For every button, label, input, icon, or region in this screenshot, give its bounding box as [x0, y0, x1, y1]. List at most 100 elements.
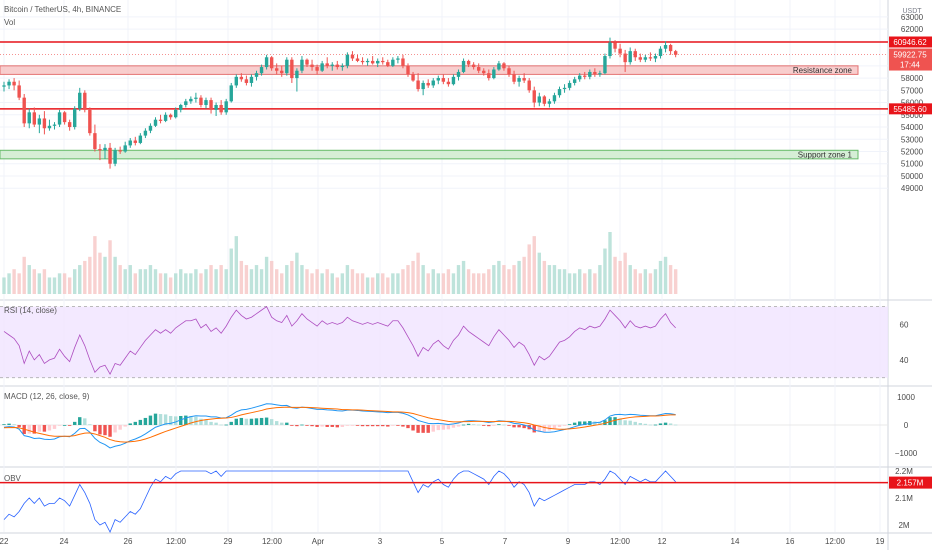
candle-13	[67, 119, 72, 131]
volume-bar-16	[83, 260, 87, 294]
candle-47	[239, 73, 244, 82]
macd-hist-bar-12	[62, 425, 67, 426]
macd-hist-bar-65	[330, 425, 334, 427]
macd-hist-bar-60	[305, 425, 309, 426]
candle-body-68	[345, 54, 350, 66]
rsi-legend[interactable]: RSI (14, close)	[4, 306, 57, 315]
candle-50	[254, 70, 259, 81]
candle-35	[179, 103, 183, 113]
candle-107	[542, 95, 547, 107]
candle-56	[285, 57, 289, 76]
volume-bar-52	[264, 256, 269, 294]
candle-body-124	[628, 51, 632, 63]
candle-body-28	[143, 130, 148, 136]
price-tick-52000: 52000	[901, 148, 924, 157]
macd-hist-bar-92	[466, 423, 471, 425]
candle-42	[214, 102, 218, 117]
volume-bar-120	[608, 232, 612, 294]
candle-body-71	[360, 60, 365, 63]
volume-bar-21	[108, 240, 112, 294]
zones[interactable]: Resistance zone Support zone 1	[0, 65, 859, 160]
obv-pane: 2.2M 2.1M 2M	[0, 467, 913, 533]
support-zone-label: Support zone 1	[798, 151, 853, 160]
candle-body-46	[234, 76, 238, 86]
support-zone[interactable]	[0, 149, 859, 160]
candle-body-94	[477, 67, 481, 71]
macd-hist-bar-103	[522, 425, 526, 429]
candle-body-54	[275, 68, 279, 71]
candle-114	[578, 73, 582, 82]
macd-hist-bar-86	[436, 425, 440, 431]
macd-hist-bar-98	[497, 424, 501, 426]
candle-82	[416, 73, 420, 92]
symbol-title[interactable]: Bitcoin / TetherUS, 4h, BINANCE	[4, 5, 121, 14]
candle-body-123	[623, 53, 627, 63]
macd-hist-bar-99	[502, 424, 506, 426]
volume-bar-107	[542, 260, 547, 294]
macd-signal-line	[3, 406, 676, 443]
volume-bar-131	[663, 256, 668, 294]
volume-bar-116	[588, 269, 592, 294]
macd-hist-bar-45	[229, 421, 233, 425]
currency-label: USDT	[902, 8, 922, 15]
macd-legend[interactable]: MACD (12, 26, close, 9)	[4, 392, 90, 401]
macd-hist-bar-36	[184, 415, 188, 425]
resistance-zone[interactable]	[0, 65, 859, 75]
candle-37	[189, 96, 193, 104]
volume-bar-2	[12, 269, 16, 294]
candle-body-88	[446, 81, 451, 85]
macd-pane: 1000 0 −1000	[0, 393, 918, 458]
volume-bar-86	[436, 273, 440, 294]
support-price-tag-text: 55485.60	[893, 105, 927, 114]
candle-76	[386, 59, 390, 68]
candle-9	[47, 119, 52, 131]
volume-bar-11	[57, 273, 62, 294]
volume-bar-77	[391, 273, 395, 294]
time-tick-15: 12:00	[825, 537, 846, 546]
horizontal-lines[interactable]	[0, 41, 888, 110]
candle-body-38	[194, 97, 198, 99]
candle-body-81	[411, 74, 415, 81]
candle-body-67	[340, 65, 345, 68]
volume-bar-124	[628, 265, 632, 294]
macd-hist-bar-74	[376, 425, 380, 427]
macd-hist-bar-47	[239, 417, 244, 425]
candle-80	[406, 63, 410, 77]
volume-bar-113	[572, 273, 577, 294]
volume-bar-125	[633, 269, 637, 294]
macd-hist-bar-39	[199, 418, 203, 425]
candle-body-55	[280, 70, 284, 74]
candle-38	[194, 92, 198, 103]
macd-hist-bar-120	[608, 417, 612, 425]
volume-bar-100	[507, 269, 511, 294]
volume-legend[interactable]: Vol	[4, 18, 15, 27]
candle-body-99	[502, 63, 506, 69]
time-tick-13: 14	[731, 537, 740, 546]
macd-hist-bar-54	[275, 421, 279, 425]
volume-bar-5	[27, 265, 31, 294]
candle-124	[628, 47, 632, 65]
macd-hist-bar-87	[441, 425, 446, 430]
volume-bar-55	[280, 273, 284, 294]
time-axis[interactable]: 22 24 26 12:00 29 12:00 Apr 3 5 7 9 12:00 12 14 16 12:0…	[0, 537, 885, 546]
candle-33	[168, 113, 173, 120]
macd-hist-bar-68	[345, 425, 350, 426]
candle-body-109	[552, 95, 557, 102]
macd-hist-bar-101	[512, 425, 516, 428]
candle-body-95	[482, 70, 486, 74]
volume-bar-85	[431, 269, 435, 294]
candle-14	[73, 106, 77, 130]
candle-43	[219, 100, 223, 115]
time-tick-7: 3	[378, 537, 383, 546]
volume-bar-118	[598, 265, 602, 294]
volume-bar-20	[103, 256, 107, 294]
candle-111	[562, 84, 567, 93]
candle-body-44	[224, 101, 228, 113]
volume-bar-35	[179, 269, 183, 294]
time-tick-6: Apr	[312, 537, 325, 546]
obv-legend[interactable]: OBV	[4, 474, 22, 483]
candle-body-64	[325, 63, 329, 66]
candle-body-82	[416, 80, 420, 90]
macd-hist-bar-28	[143, 417, 148, 425]
